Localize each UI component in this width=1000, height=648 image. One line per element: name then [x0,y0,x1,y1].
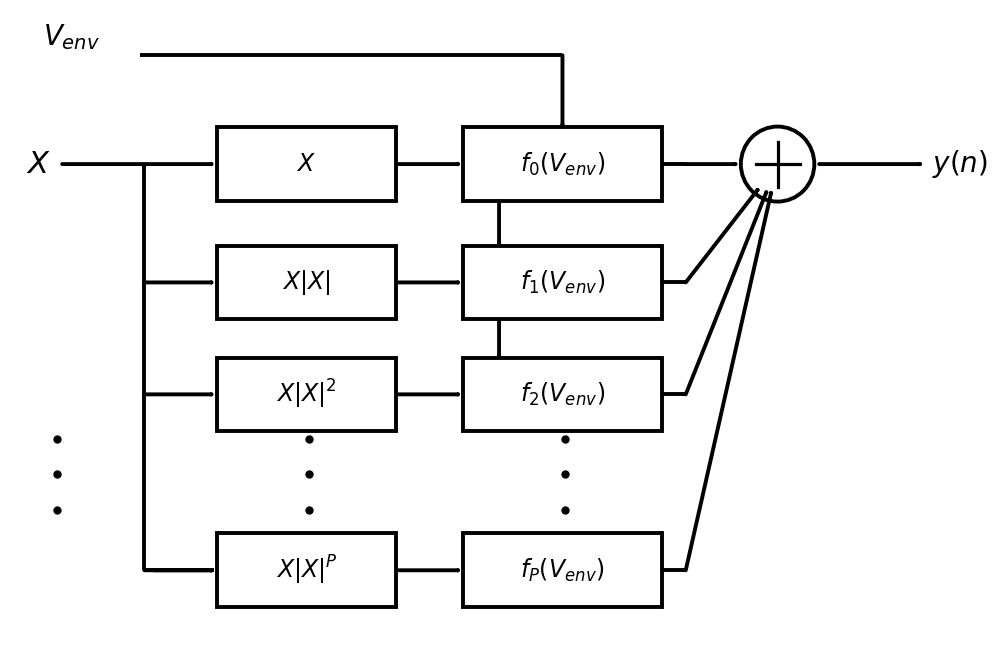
Text: $X$: $X$ [296,152,316,176]
Bar [463,127,662,201]
Bar [463,533,662,607]
Text: $f_2(V_{env})$: $f_2(V_{env})$ [520,381,605,408]
Bar [463,246,662,319]
Text: $X|X|$: $X|X|$ [282,268,330,297]
Text: $f_P(V_{env})$: $f_P(V_{env})$ [520,557,605,584]
Text: $X|X|^P$: $X|X|^P$ [276,553,337,587]
Text: $y(n)$: $y(n)$ [932,148,988,180]
Bar [217,246,396,319]
Bar [217,358,396,431]
Bar [217,533,396,607]
Text: $X$: $X$ [26,148,50,179]
Text: $f_1(V_{env})$: $f_1(V_{env})$ [520,269,605,296]
Text: $V_{env}$: $V_{env}$ [43,22,100,52]
Bar [463,358,662,431]
Bar [217,127,396,201]
Text: $f_0(V_{env})$: $f_0(V_{env})$ [520,150,605,178]
Text: $X|X|^2$: $X|X|^2$ [276,378,336,411]
